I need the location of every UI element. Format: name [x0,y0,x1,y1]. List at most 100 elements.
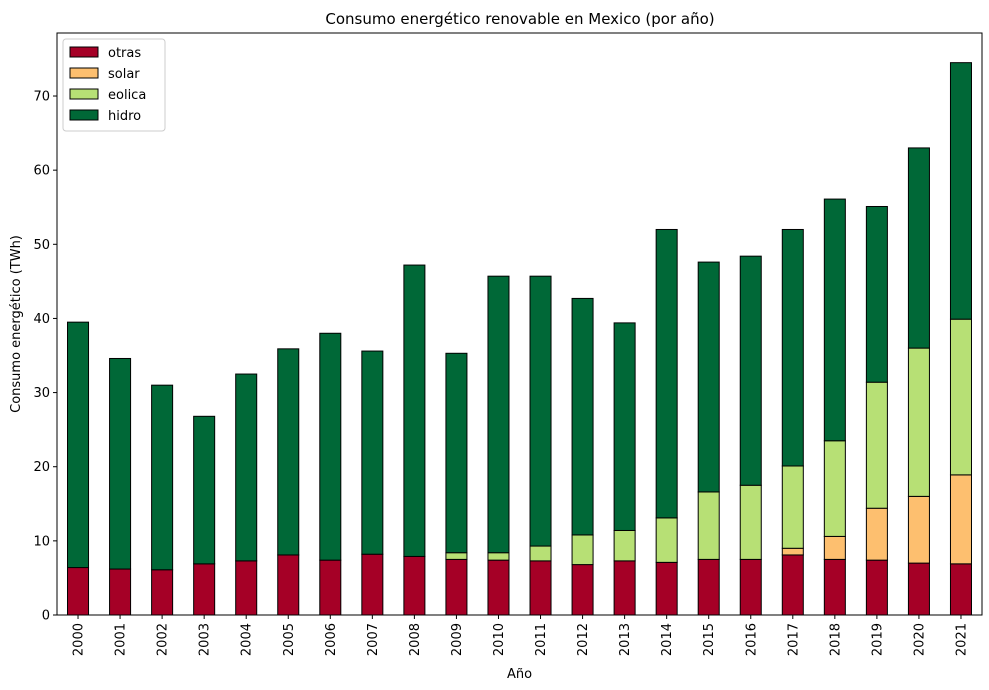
bar-otras-2007 [361,553,384,616]
y-tick-label: 0 [42,609,50,624]
y-axis-ticks: 0 10 20 30 40 50 60 70 [33,90,57,624]
x-tick-label: 2015 [702,623,717,656]
bar-eolica-2019 [865,381,888,509]
bar-otras-2021 [949,563,972,616]
bar-otras-2004 [235,560,258,616]
x-tick-label: 2016 [744,623,759,656]
bar-hidro-2005 [277,348,300,556]
bar-hidro-2006 [319,332,342,561]
x-tick-label: 2018 [828,623,843,656]
legend-swatch-eolica [69,88,99,100]
bar-eolica-2014 [655,517,678,563]
bar-eolica-2010 [487,552,510,561]
bar-eolica-2009 [445,552,468,560]
x-tick-label: 2020 [912,623,927,656]
chart-title: Consumo energético renovable en Mexico (… [325,10,714,28]
bar-solar-2021 [949,474,972,565]
bar-eolica-2021 [949,318,972,476]
bar-hidro-2018 [823,198,846,442]
x-tick-label: 2002 [156,623,171,656]
bar-otras-2013 [613,560,636,616]
x-axis-label: Año [507,667,532,682]
bar-otras-2008 [403,555,426,616]
y-axis-label: Consumo energético (TWh) [9,235,24,413]
bar-otras-2020 [907,562,930,616]
bar-hidro-2021 [949,62,972,320]
x-tick-label: 2000 [72,623,87,656]
bar-otras-2003 [193,563,216,616]
bar-otras-2014 [655,561,678,616]
x-tick-label: 2021 [954,623,969,656]
bar-eolica-2013 [613,529,636,562]
y-tick-label: 60 [33,164,50,179]
y-tick-label: 20 [33,460,50,475]
bar-solar-2018 [823,535,846,560]
bar-solar-2020 [907,495,930,564]
y-tick-label: 70 [33,90,50,105]
bar-hidro-2007 [361,350,384,555]
bar-hidro-2004 [235,373,258,562]
bar-hidro-2008 [403,264,426,557]
bar-hidro-2002 [151,384,174,571]
bar-hidro-2003 [193,415,216,565]
bar-hidro-2001 [109,357,132,570]
x-tick-label: 2008 [408,623,423,656]
legend: otras solar eolica hidro [62,38,166,132]
bar-eolica-2020 [907,347,930,497]
bar-otras-2005 [277,554,300,616]
plot-frame [56,32,983,616]
x-tick-label: 2013 [618,623,633,656]
bar-otras-2001 [109,568,132,616]
bar-hidro-2015 [697,261,720,493]
legend-box [62,38,166,132]
legend-swatch-otras [69,46,99,58]
x-tick-label: 2001 [114,623,129,656]
bar-otras-2016 [739,558,762,616]
bar-otras-2012 [571,564,594,616]
bar-otras-2009 [445,558,468,616]
bars [67,62,972,616]
bar-otras-2015 [697,558,720,616]
bar-hidro-2011 [529,275,552,547]
bar-hidro-2009 [445,352,468,554]
bar-hidro-2013 [613,322,636,531]
bar-otras-2011 [529,560,552,616]
bar-hidro-2016 [739,255,762,486]
bar-otras-2002 [151,569,174,616]
bar-eolica-2012 [571,534,594,566]
x-tick-label: 2006 [324,623,339,656]
x-tick-label: 2003 [198,623,213,656]
bar-otras-2017 [781,554,804,616]
bar-hidro-2000 [67,321,90,569]
bar-hidro-2020 [907,147,930,349]
bar-otras-2000 [67,567,90,616]
bar-hidro-2019 [865,205,888,383]
legend-label-solar: solar [108,67,140,82]
bar-eolica-2018 [823,440,846,537]
y-tick-label: 40 [33,312,50,327]
bar-eolica-2017 [781,465,804,549]
y-tick-label: 30 [33,386,50,401]
x-tick-label: 2007 [366,623,381,656]
x-tick-label: 2019 [870,623,885,656]
x-axis-ticks: 2000 2001 2002 2003 2004 2005 2006 2007 2008 2009… [72,615,969,656]
bar-eolica-2015 [697,491,720,560]
y-tick-label: 50 [33,238,50,253]
x-tick-label: 2009 [450,623,465,656]
x-tick-label: 2012 [576,623,591,656]
legend-label-eolica: eolica [108,88,146,103]
x-tick-label: 2017 [786,623,801,656]
bar-otras-2010 [487,559,510,616]
bar-eolica-2016 [739,484,762,560]
bar-otras-2019 [865,559,888,616]
bar-hidro-2012 [571,297,594,536]
x-tick-label: 2014 [660,623,675,656]
x-tick-label: 2010 [492,623,507,656]
bar-hidro-2017 [781,228,804,467]
bar-solar-2019 [865,507,888,561]
legend-label-hidro: hidro [108,109,141,124]
legend-label-otras: otras [108,46,141,61]
legend-swatch-hidro [69,109,99,121]
y-tick-label: 10 [33,534,50,549]
